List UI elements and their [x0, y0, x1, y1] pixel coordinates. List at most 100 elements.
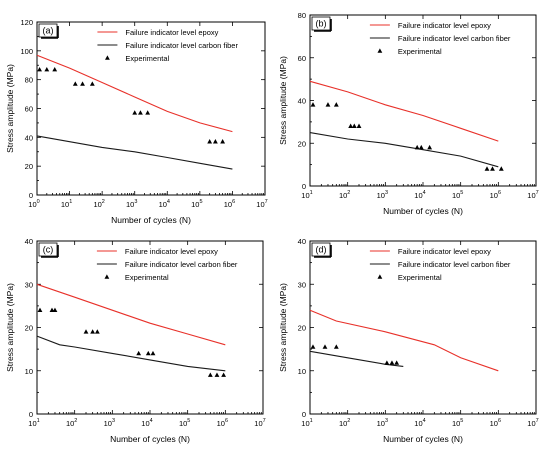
y-tick-label: 40 — [25, 133, 33, 142]
x-tick-label: 103 — [377, 418, 388, 428]
experimental-point — [207, 372, 213, 377]
x-tick-label: 107 — [254, 418, 265, 428]
experimental-point — [83, 329, 89, 334]
x-axis-title: Number of cycles (N) — [111, 215, 191, 225]
x-tick-label: 105 — [191, 199, 202, 209]
x-tick-label: 107 — [256, 199, 267, 209]
experimental-point — [325, 102, 331, 107]
legend-label-2: Experimental — [398, 273, 442, 282]
chart-panel-0: 100 101 102 103 104 105 106 107 0 20 40 60 80 100 120 N… — [5, 18, 268, 225]
x-tick-label: 102 — [339, 418, 350, 428]
chart-panel-2: 101 102 103 104 105 106 107 0 10 20 30 40 Number of … — [5, 237, 266, 444]
y-axis-title: Stress amplitude (MPa) — [278, 56, 288, 145]
y-tick-label: 100 — [20, 47, 33, 56]
experimental-point — [214, 372, 220, 377]
x-tick-label: 103 — [104, 418, 115, 428]
y-tick-label: 20 — [25, 162, 33, 171]
x-tick-label: 106 — [490, 190, 501, 200]
experimental-point — [414, 144, 420, 150]
series-line-1 — [36, 135, 233, 170]
legend-swatch-2 — [105, 55, 110, 60]
y-tick-label: 40 — [298, 97, 306, 106]
experimental-point — [356, 123, 362, 128]
y-tick-label: 0 — [29, 410, 33, 419]
experimental-point — [136, 350, 142, 356]
y-axis-title: Stress amplitude (MPa) — [5, 64, 15, 153]
x-tick-label: 100 — [28, 199, 39, 209]
x-tick-label: 101 — [301, 190, 312, 200]
x-tick-label: 107 — [527, 418, 538, 428]
y-tick-label: 20 — [298, 139, 306, 148]
panel-label: (b) — [316, 19, 327, 29]
series-line-0 — [36, 283, 226, 346]
experimental-point — [351, 123, 357, 128]
x-tick-label: 105 — [179, 418, 190, 428]
y-tick-label: 80 — [25, 76, 33, 85]
x-tick-label: 106 — [490, 418, 501, 428]
experimental-point — [333, 344, 339, 349]
legend-label-1: Failure indicator level carbon fiber — [125, 41, 238, 50]
experimental-point — [394, 360, 400, 365]
x-axis-title: Number of cycles (N) — [383, 206, 463, 216]
x-tick-label: 107 — [527, 190, 538, 200]
series-line-1 — [309, 132, 499, 168]
y-tick-label: 120 — [20, 18, 33, 27]
x-tick-label: 106 — [217, 418, 228, 428]
experimental-point — [484, 166, 490, 171]
x-tick-label: 104 — [159, 199, 170, 209]
experimental-point — [207, 139, 213, 144]
series-line-0 — [309, 80, 499, 142]
legend-label-0: Failure indicator level epoxy — [125, 28, 218, 37]
x-tick-label: 103 — [377, 190, 388, 200]
y-tick-label: 10 — [298, 367, 306, 376]
experimental-point — [221, 372, 227, 377]
experimental-point — [145, 350, 151, 356]
experimental-point — [384, 360, 390, 365]
y-tick-label: 20 — [25, 324, 33, 333]
x-tick-label: 101 — [301, 418, 312, 428]
experimental-point — [333, 102, 339, 107]
y-tick-label: 40 — [25, 237, 33, 246]
x-tick-label: 102 — [339, 190, 350, 200]
x-tick-label: 101 — [28, 418, 39, 428]
legend-label-2: Experimental — [125, 273, 169, 282]
y-axis-title: Stress amplitude (MPa) — [5, 283, 15, 372]
experimental-point — [52, 307, 58, 312]
experimental-point — [132, 110, 138, 115]
experimental-point — [90, 329, 96, 334]
y-tick-label: 0 — [29, 191, 33, 200]
legend-label-2: Experimental — [398, 47, 442, 56]
x-tick-label: 104 — [141, 418, 152, 428]
x-tick-label: 104 — [414, 418, 425, 428]
series-line-0 — [36, 54, 233, 133]
x-tick-label: 101 — [61, 199, 72, 209]
legend-label-0: Failure indicator level epoxy — [398, 21, 491, 30]
panel-label-box — [38, 23, 58, 38]
experimental-point — [145, 110, 151, 115]
x-tick-label: 105 — [452, 190, 463, 200]
legend-label-1: Failure indicator level carbon fiber — [398, 260, 511, 269]
y-axis-title: Stress amplitude (MPa) — [278, 283, 288, 372]
panel-label-box — [311, 242, 331, 257]
experimental-point — [150, 350, 156, 356]
series-line-0 — [309, 309, 499, 372]
panel-label: (c) — [43, 245, 54, 255]
experimental-point — [44, 66, 50, 72]
y-tick-label: 10 — [25, 367, 33, 376]
x-tick-label: 102 — [66, 418, 77, 428]
y-tick-label: 80 — [298, 11, 306, 20]
experimental-point — [52, 66, 58, 72]
y-tick-label: 30 — [25, 280, 33, 289]
experimental-point — [490, 166, 495, 171]
experimental-point — [138, 110, 143, 115]
panel-label-box — [38, 242, 58, 257]
experimental-point — [310, 344, 316, 349]
experimental-point — [498, 166, 504, 171]
experimental-point — [94, 329, 100, 334]
y-tick-label: 60 — [298, 54, 306, 63]
experimental-point — [212, 139, 218, 144]
experimental-point — [37, 307, 43, 312]
experimental-point — [418, 144, 424, 150]
legend-label-2: Experimental — [125, 54, 169, 63]
